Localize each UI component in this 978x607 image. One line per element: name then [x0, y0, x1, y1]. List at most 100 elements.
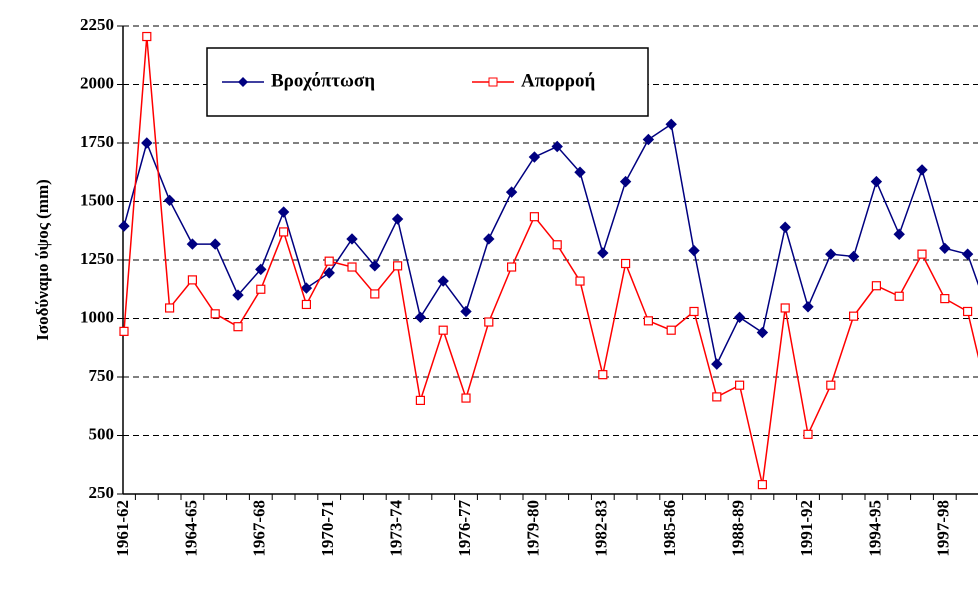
marker: [233, 322, 243, 332]
marker: [711, 358, 723, 370]
marker: [505, 186, 518, 198]
marker: [620, 258, 631, 269]
x-tick-label: 1991-92: [797, 500, 816, 557]
marker: [256, 284, 266, 294]
x-tick-label: 1979-80: [523, 500, 542, 557]
marker: [438, 325, 448, 335]
x-tick-label: 1967-68: [250, 500, 269, 557]
x-tick-label: 1961-62: [113, 500, 132, 557]
y-tick-label: 1750: [80, 132, 114, 151]
marker: [118, 220, 130, 232]
marker: [598, 370, 608, 380]
x-tick-label: 1997-98: [934, 500, 953, 557]
marker: [232, 289, 244, 301]
marker: [870, 175, 883, 188]
marker: [393, 261, 403, 271]
marker: [575, 276, 585, 286]
marker: [437, 275, 449, 287]
y-axis-title: Ισοδύναμο ύψος (mm): [33, 179, 52, 341]
marker: [255, 263, 267, 276]
marker: [871, 281, 882, 291]
marker: [460, 305, 472, 318]
marker: [619, 175, 632, 188]
marker: [210, 309, 220, 319]
marker: [391, 213, 404, 225]
marker: [369, 260, 381, 272]
marker: [643, 316, 654, 326]
marker: [734, 380, 745, 390]
marker: [209, 238, 221, 250]
marker: [483, 233, 495, 245]
legend: Βροχόπτωση Απορροή: [206, 47, 649, 117]
marker: [301, 299, 311, 310]
marker: [484, 317, 494, 327]
marker: [825, 248, 837, 260]
marker: [186, 238, 199, 250]
marker: [370, 289, 380, 299]
marker: [279, 227, 289, 237]
x-tick-label: 1985-86: [660, 500, 679, 557]
marker: [916, 164, 928, 176]
legend-marker: [488, 77, 498, 87]
y-tick-label: 750: [89, 366, 115, 385]
x-tick-label: 1988-89: [729, 500, 748, 557]
marker: [415, 395, 425, 405]
marker: [574, 166, 586, 178]
marker: [119, 326, 129, 336]
x-tick-label: 1973-74: [387, 500, 406, 557]
y-tick-label: 2250: [80, 15, 114, 34]
marker: [461, 393, 471, 403]
marker: [917, 249, 927, 259]
marker: [847, 250, 860, 263]
legend-label: Βροχόπτωση: [271, 70, 375, 91]
marker: [826, 380, 836, 390]
marker: [642, 133, 655, 146]
marker: [940, 294, 950, 304]
marker: [141, 137, 153, 149]
marker: [300, 282, 313, 294]
marker: [187, 275, 197, 285]
marker: [802, 301, 814, 313]
x-tick-label: 1964-65: [181, 500, 200, 557]
marker: [712, 392, 722, 402]
marker: [757, 480, 768, 490]
marker: [552, 240, 562, 250]
y-tick-label: 500: [89, 424, 115, 443]
marker: [277, 206, 290, 218]
y-tick-label: 2000: [80, 73, 114, 92]
marker: [165, 303, 175, 313]
marker: [324, 256, 334, 266]
marker: [528, 151, 541, 163]
marker: [347, 262, 357, 272]
marker: [803, 429, 813, 439]
y-tick-label: 250: [89, 483, 115, 502]
legend-marker: [238, 77, 248, 87]
marker: [689, 306, 699, 317]
marker: [780, 303, 790, 313]
marker: [756, 326, 769, 339]
marker: [779, 221, 791, 233]
marker: [163, 194, 176, 207]
marker: [507, 262, 517, 272]
marker: [939, 242, 951, 255]
marker: [597, 247, 609, 259]
marker: [529, 212, 540, 222]
x-tick-label: 1970-71: [318, 500, 337, 557]
x-tick-label: 1976-77: [455, 500, 474, 557]
marker: [666, 325, 676, 335]
marker: [688, 244, 700, 257]
y-tick-label: 1000: [80, 307, 114, 326]
marker: [848, 311, 859, 321]
marker: [665, 118, 677, 130]
marker: [346, 233, 358, 245]
marker: [894, 291, 904, 301]
marker: [414, 311, 427, 324]
marker: [323, 267, 335, 279]
legend-label: Απορροή: [521, 70, 595, 91]
x-tick-label: 1994-95: [865, 500, 884, 557]
marker: [142, 31, 152, 42]
x-tick-label: 1982-83: [592, 500, 611, 557]
y-tick-label: 1250: [80, 249, 114, 268]
legend-box: [206, 47, 649, 117]
marker: [733, 311, 746, 324]
